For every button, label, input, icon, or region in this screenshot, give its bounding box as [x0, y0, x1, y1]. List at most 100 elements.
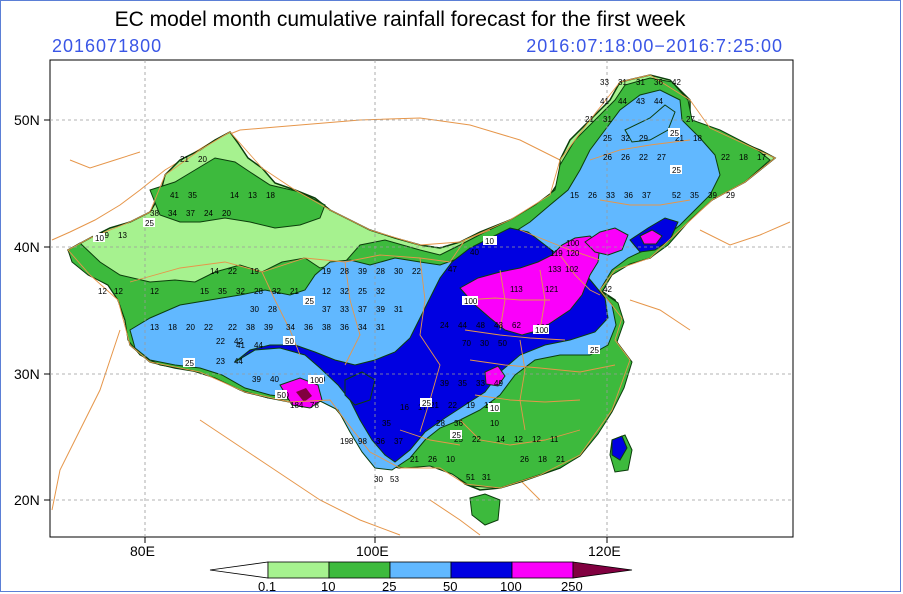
station-value: 33 — [606, 191, 615, 200]
contour-label: 25 — [145, 219, 154, 228]
station-value: 23 — [216, 357, 225, 366]
station-value: 198 — [340, 437, 354, 446]
station-value: 33 — [476, 379, 485, 388]
station-value: 38 — [150, 209, 159, 218]
station-value: 21 — [556, 455, 565, 464]
lon-tick-100e: 100E — [356, 543, 389, 559]
station-value: 12 — [150, 287, 159, 296]
station-value: 37 — [186, 209, 195, 218]
station-value: 25 — [603, 134, 612, 143]
station-value: 20 — [198, 155, 207, 164]
station-value: 42 — [234, 337, 243, 346]
contour-label: 100 — [535, 326, 549, 335]
station-value: 36 — [454, 419, 463, 428]
station-value: 37 — [322, 305, 331, 314]
station-value: 31 — [603, 115, 612, 124]
station-value: 98 — [358, 437, 367, 446]
colorbar-below — [209, 561, 269, 579]
station-value: 36 — [304, 323, 313, 332]
station-value: 26 — [520, 455, 529, 464]
station-value: 20 — [186, 323, 195, 332]
station-value: 20 — [222, 209, 231, 218]
station-value: 26 — [603, 153, 612, 162]
colorbar-label-25: 25 — [382, 579, 396, 594]
station-value: 26 — [621, 153, 630, 162]
station-value: 35 — [690, 191, 699, 200]
contour-label: 25 — [305, 297, 314, 306]
station-value: 10 — [490, 419, 499, 428]
station-value: 16 — [400, 403, 409, 412]
colorbar — [209, 561, 633, 579]
contour-label: 25 — [590, 346, 599, 355]
station-value: 17 — [757, 153, 766, 162]
station-value: 25 — [358, 287, 367, 296]
station-value: 30 — [394, 267, 403, 276]
station-value: 32 — [376, 287, 385, 296]
station-value: 30 — [480, 339, 489, 348]
colorbar-label-50: 50 — [443, 579, 457, 594]
station-value: 52 — [672, 191, 681, 200]
station-value: 53 — [390, 475, 399, 484]
station-value: 14 — [496, 435, 505, 444]
station-value: 50 — [498, 339, 507, 348]
contour-label: 10 — [95, 234, 104, 243]
station-value: 15 — [570, 191, 579, 200]
station-value: 27 — [686, 115, 695, 124]
contour-label: 50 — [285, 337, 294, 346]
station-value: 31 — [636, 78, 645, 87]
station-value: 28 — [340, 267, 349, 276]
lon-tick-80e: 80E — [130, 543, 155, 559]
station-value: 36 — [340, 323, 349, 332]
station-value: 27 — [657, 153, 666, 162]
station-value: 21 — [290, 287, 299, 296]
station-value: 120 — [566, 249, 580, 258]
station-value: 28 — [376, 267, 385, 276]
station-value: 30 — [250, 305, 259, 314]
map-layers: 33 31 31 36 42 41 44 43 44 21 31 27 25 3… — [50, 60, 793, 537]
station-value: 133 — [548, 265, 562, 274]
colorbar-bin-2 — [328, 561, 391, 579]
contour-label: 10 — [490, 404, 499, 413]
station-value: 19 — [250, 267, 259, 276]
station-value: 18 — [739, 153, 748, 162]
station-value: 70 — [462, 339, 471, 348]
station-value: 39 — [376, 305, 385, 314]
station-value: 18 — [693, 134, 702, 143]
lat-tick-30n: 30N — [14, 366, 40, 382]
colorbar-bin-4 — [450, 561, 513, 579]
station-value: 21 — [585, 115, 594, 124]
station-value: 41 — [600, 97, 609, 106]
colorbar-bin-3 — [389, 561, 452, 579]
station-value: 29 — [639, 134, 648, 143]
contour-label: 50 — [277, 391, 286, 400]
station-value: 49 — [494, 379, 503, 388]
station-value: 22 — [412, 267, 421, 276]
station-value: 17 — [418, 403, 427, 412]
station-value: 39 — [252, 375, 261, 384]
station-value: 31 — [482, 473, 491, 482]
station-value: 22 — [448, 401, 457, 410]
station-value: 11 — [550, 435, 559, 444]
lon-tick-120e: 120E — [588, 543, 621, 559]
map-title: EC model month cumulative rainfall forec… — [114, 8, 686, 31]
station-value: 12 — [114, 287, 123, 296]
station-value: 121 — [545, 285, 559, 294]
station-value: 19 — [322, 267, 331, 276]
station-value: 42 — [603, 285, 612, 294]
colorbar-label-100: 100 — [500, 579, 522, 594]
lat-tick-40n: 40N — [14, 239, 40, 255]
station-value: 13 — [248, 191, 257, 200]
station-value: 184 — [290, 401, 304, 410]
lat-tick-20n: 20N — [14, 492, 40, 508]
station-value: 40 — [470, 248, 479, 257]
colorbar-bin-1 — [267, 561, 330, 579]
station-value: 43 — [494, 321, 503, 330]
station-value: 12 — [514, 435, 523, 444]
station-value: 25 — [454, 435, 463, 444]
station-value: 10 — [446, 455, 455, 464]
station-value: 30 — [374, 475, 383, 484]
contour-label-layer: 10 10 25 25 25 50 25 100 50 100 10 25 10… — [93, 128, 682, 440]
station-value: 100 — [566, 239, 580, 248]
